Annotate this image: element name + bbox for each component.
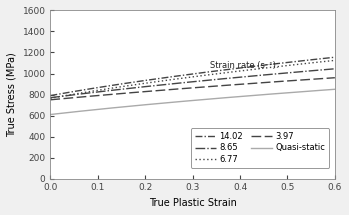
Text: Strain rate (s⁻¹):: Strain rate (s⁻¹): [210, 61, 278, 70]
Legend: 14.02, 8.65, 6.77, 3.97, Quasi-static: 14.02, 8.65, 6.77, 3.97, Quasi-static [191, 128, 329, 168]
X-axis label: True Plastic Strain: True Plastic Strain [149, 198, 237, 208]
Y-axis label: True Stress (MPa): True Stress (MPa) [7, 52, 17, 137]
